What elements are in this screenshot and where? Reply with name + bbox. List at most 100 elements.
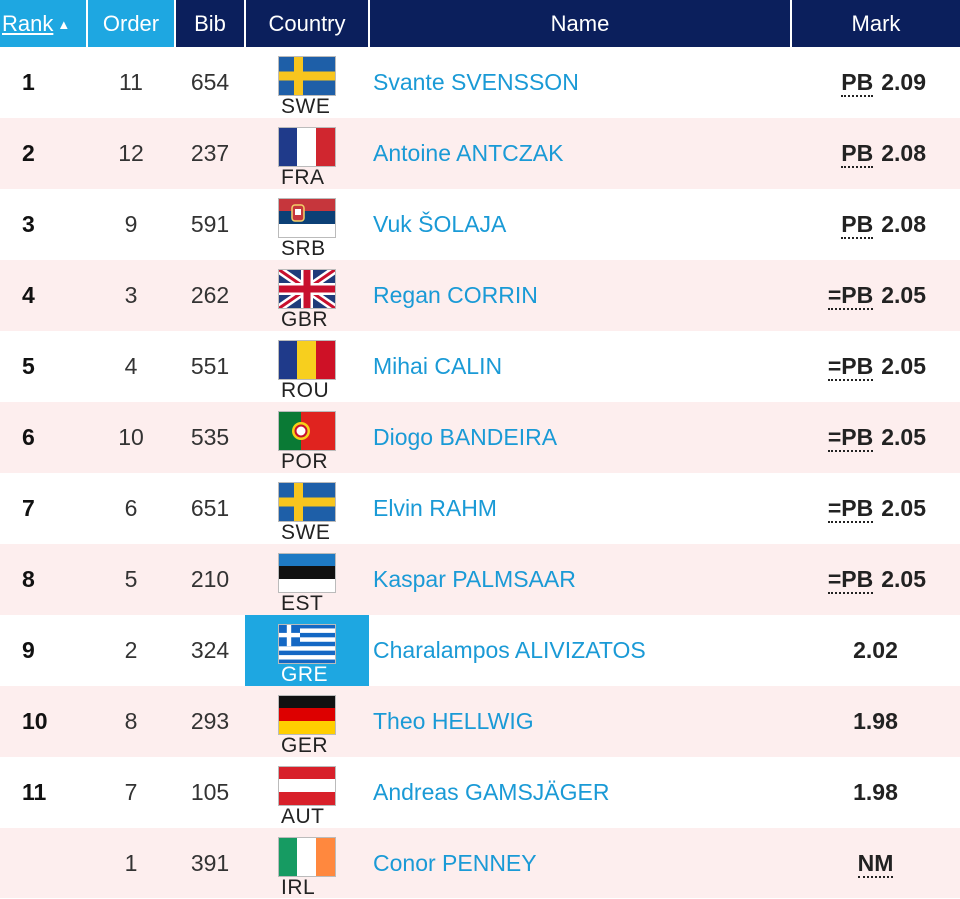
- rank-column-header[interactable]: Rank ▲: [0, 0, 88, 47]
- country-cell[interactable]: GRE: [245, 615, 369, 686]
- est-flag-icon: [278, 553, 336, 593]
- name-column-header[interactable]: Name: [369, 0, 792, 47]
- rank-cell: 7: [22, 495, 35, 521]
- country-code: ROU: [281, 379, 330, 402]
- athlete-name-link[interactable]: Charalampos ALIVIZATOS: [373, 637, 646, 663]
- mark-cell: =PB 2.05: [791, 331, 960, 402]
- mark-value: 2.05: [881, 282, 926, 308]
- country-cell[interactable]: GER: [245, 686, 369, 757]
- order-cell: 11: [119, 69, 143, 95]
- table-row[interactable]: 6 10 535 POR Diogo BANDEIRA =PB 2.05: [0, 402, 960, 473]
- athlete-name-link[interactable]: Theo HELLWIG: [373, 708, 534, 734]
- swe-flag-icon: [278, 56, 336, 96]
- bib-cell: 391: [175, 828, 245, 898]
- rank-cell: 9: [22, 637, 35, 663]
- mark-cell: PB 2.08: [791, 189, 960, 260]
- country-cell[interactable]: IRL: [245, 828, 369, 898]
- table-row[interactable]: 1 11 654 SWE Svante SVENSSON PB 2.09: [0, 47, 960, 118]
- athlete-name-link[interactable]: Antoine ANTCZAK: [373, 140, 564, 166]
- bib-cell: 237: [175, 118, 245, 189]
- mark-value: 2.09: [881, 69, 926, 95]
- table-row[interactable]: 4 3 262 GBR Regan CORRIN =PB 2.05: [0, 260, 960, 331]
- table-row[interactable]: 8 5 210 EST Kaspar PALMSAAR =PB 2.05: [0, 544, 960, 615]
- table-row[interactable]: 3 9 591 SRB Vuk ŠOLAJA PB 2.08: [0, 189, 960, 260]
- rank-cell: 11: [22, 779, 47, 805]
- mark-value: 2.05: [881, 424, 926, 450]
- athlete-name-cell: Elvin RAHM: [369, 473, 791, 544]
- mark-column-header[interactable]: Mark: [791, 0, 960, 47]
- rank-sort-link[interactable]: Rank: [2, 10, 54, 36]
- pb-badge[interactable]: PB: [841, 69, 874, 97]
- sort-ascending-icon: ▲: [57, 16, 71, 32]
- order-cell: 10: [87, 402, 175, 473]
- bib-cell: 210: [175, 544, 245, 615]
- pb-badge[interactable]: PB: [841, 140, 874, 168]
- mark-value: 2.05: [881, 495, 926, 521]
- athlete-name-cell: Regan CORRIN: [369, 260, 791, 331]
- pb-badge[interactable]: PB: [841, 211, 874, 239]
- athlete-name-link[interactable]: Mihai CALIN: [373, 353, 503, 379]
- country-cell[interactable]: POR: [245, 402, 369, 473]
- pb-badge[interactable]: =PB: [827, 424, 874, 452]
- rank-cell: 3: [22, 211, 35, 237]
- athlete-name-link[interactable]: Diogo BANDEIRA: [373, 424, 558, 450]
- country-column-header[interactable]: Country: [245, 0, 370, 47]
- mark-cell: 1.98: [791, 686, 960, 757]
- fra-flag-icon: [278, 127, 336, 167]
- bib-cell: 591: [190, 211, 230, 237]
- athlete-name-link[interactable]: Conor PENNEY: [373, 849, 537, 876]
- mark-value: 1.98: [853, 708, 898, 734]
- country-code: SWE: [281, 521, 331, 544]
- table-row[interactable]: 5 4 551 ROU Mihai CALIN =PB 2.05: [0, 331, 960, 402]
- country-cell[interactable]: FRA: [245, 118, 369, 189]
- country-code: GRE: [281, 663, 329, 686]
- athlete-name-cell: Diogo BANDEIRA: [369, 402, 791, 473]
- order-column-header[interactable]: Order: [87, 0, 176, 47]
- bib-column-header[interactable]: Bib: [175, 0, 246, 47]
- athlete-name-link[interactable]: Vuk ŠOLAJA: [373, 211, 507, 237]
- table-row[interactable]: 2 12 237 FRA Antoine ANTCZAK PB 2.08: [0, 118, 960, 189]
- results-body: 1 11 654 SWE Svante SVENSSON PB 2.09 2 12 237 FRA A…: [0, 47, 960, 898]
- mark-value: 2.08: [881, 140, 926, 166]
- athlete-name-cell: Andreas GAMSJÄGER: [369, 757, 791, 828]
- order-cell: 7: [124, 779, 138, 805]
- athlete-name-link[interactable]: Elvin RAHM: [373, 495, 497, 521]
- order-cell: 9: [124, 211, 138, 237]
- table-row[interactable]: 1 391 IRL Conor PENNEY NM: [0, 828, 960, 898]
- country-code: GER: [281, 734, 329, 757]
- rank-cell: 1: [22, 69, 35, 95]
- country-cell[interactable]: SWE: [245, 473, 369, 544]
- country-cell[interactable]: SWE: [245, 47, 369, 118]
- country-code: AUT: [281, 805, 325, 828]
- rank-cell: 10: [0, 686, 87, 757]
- athlete-name-link[interactable]: Kaspar PALMSAAR: [373, 566, 576, 592]
- athlete-name-link[interactable]: Andreas GAMSJÄGER: [373, 779, 610, 805]
- bib-cell: 654: [190, 69, 230, 95]
- order-cell: 3: [87, 260, 175, 331]
- country-cell[interactable]: AUT: [245, 757, 369, 828]
- gre-flag-icon: [278, 624, 336, 664]
- athlete-name-cell: Mihai CALIN: [369, 331, 791, 402]
- country-code: POR: [281, 450, 329, 473]
- country-cell[interactable]: SRB: [245, 189, 369, 260]
- mark-value: 2.05: [881, 353, 926, 379]
- country-code: SRB: [281, 237, 326, 260]
- athlete-name-cell: Kaspar PALMSAAR: [369, 544, 791, 615]
- country-cell[interactable]: GBR: [245, 260, 369, 331]
- pb-badge[interactable]: =PB: [827, 353, 874, 381]
- country-cell[interactable]: ROU: [245, 331, 369, 402]
- pb-badge[interactable]: =PB: [827, 282, 874, 310]
- pb-badge[interactable]: =PB: [827, 566, 874, 594]
- table-row[interactable]: 7 6 651 SWE Elvin RAHM =PB 2.05: [0, 473, 960, 544]
- table-row[interactable]: 10 8 293 GER Theo HELLWIG 1.98: [0, 686, 960, 757]
- ger-flag-icon: [278, 695, 336, 735]
- order-cell: 1: [87, 828, 175, 898]
- table-row[interactable]: 11 7 105 AUT Andreas GAMSJÄGER 1.98: [0, 757, 960, 828]
- pb-badge[interactable]: =PB: [827, 495, 874, 523]
- athlete-name-link[interactable]: Regan CORRIN: [373, 282, 538, 308]
- country-cell[interactable]: EST: [245, 544, 369, 615]
- table-header-row: Rank ▲ Order Bib Country Name Mark: [0, 0, 960, 47]
- athlete-name-link[interactable]: Svante SVENSSON: [373, 69, 579, 95]
- table-row[interactable]: 9 2 324 GRE Charalampos ALIVIZATOS 2.02: [0, 615, 960, 686]
